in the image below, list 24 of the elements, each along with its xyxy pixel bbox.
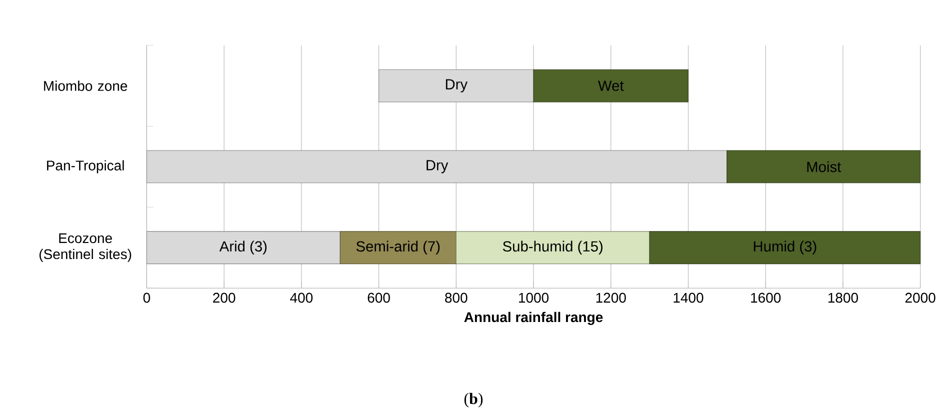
series-label: Dry [446,79,468,92]
x-tick-label: 1000 [519,292,549,303]
x-tick-label: 1200 [596,292,626,303]
x-tick-label: 400 [290,292,313,303]
y-tick-label: Pan-Tropical [47,160,124,174]
x-tick-label: 800 [445,292,468,303]
series-label: Semi-arid (7) [356,240,440,254]
series-label: Dry [426,160,448,174]
x-tick-label: 1800 [828,292,858,303]
series-label: Moist [807,161,842,172]
x-tick-label: 2000 [905,292,936,303]
x-tick-label: 600 [368,292,390,303]
y-tick-label: Ecozone (Sentinel sites) [39,233,132,262]
x-tick-label: 1400 [674,292,704,303]
series-label: Wet [598,80,624,91]
text: (b) [464,392,483,408]
series-label: Humid (3) [754,240,816,254]
x-tick-label: 1600 [751,292,781,303]
x-tick-label: 0 [143,292,150,303]
y-tick-label: Miombo zone [44,80,128,91]
x-tick-label: 200 [213,292,236,303]
series-label: Sub-humid (15) [502,240,602,254]
x-axis-title: Annual rainfall range [464,312,603,325]
series-label: Arid (3) [219,240,267,254]
